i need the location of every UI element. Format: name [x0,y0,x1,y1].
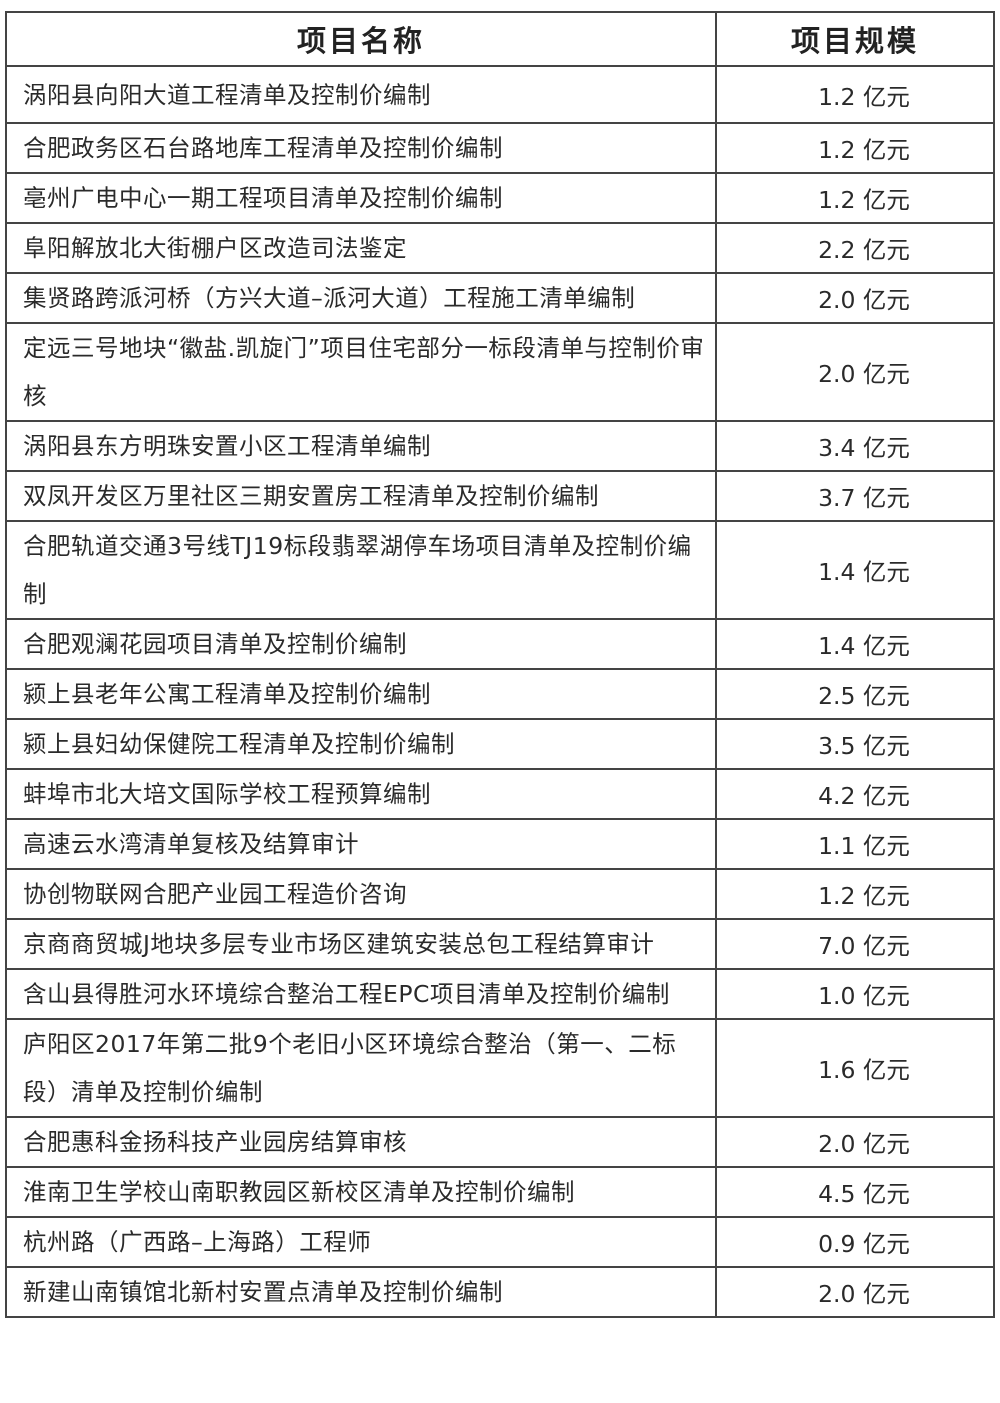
project-name-cell: 颍上县妇幼保健院工程清单及控制价编制 [5,718,717,770]
table-row: 双凤开发区万里社区三期安置房工程清单及控制价编制 3.7 亿元 [5,470,995,522]
project-scale-cell: 1.4 亿元 [715,618,995,670]
project-scale-cell: 1.2 亿元 [715,868,995,920]
table-row: 合肥惠科金扬科技产业园房结算审核 2.0 亿元 [5,1116,995,1168]
project-name-cell: 庐阳区2017年第二批9个老旧小区环境综合整治（第一、二标段）清单及控制价编制 [5,1018,717,1118]
table-row: 新建山南镇馆北新村安置点清单及控制价编制 2.0 亿元 [5,1266,995,1318]
table-row: 亳州广电中心一期工程项目清单及控制价编制 1.2 亿元 [5,172,995,224]
project-name-cell: 合肥轨道交通3号线TJ19标段翡翠湖停车场项目清单及控制价编制 [5,520,717,620]
project-name-cell: 含山县得胜河水环境综合整治工程EPC项目清单及控制价编制 [5,968,717,1020]
table-row: 含山县得胜河水环境综合整治工程EPC项目清单及控制价编制 1.0 亿元 [5,968,995,1020]
project-scale-cell: 1.4 亿元 [715,520,995,620]
table-row: 阜阳解放北大街棚户区改造司法鉴定 2.2 亿元 [5,222,995,274]
header-row: 项目名称 项目规模 [5,11,995,67]
table-row: 合肥轨道交通3号线TJ19标段翡翠湖停车场项目清单及控制价编制 1.4 亿元 [5,520,995,620]
project-scale-cell: 1.1 亿元 [715,818,995,870]
project-scale-cell: 1.6 亿元 [715,1018,995,1118]
project-table: 项目名称 项目规模 涡阳县向阳大道工程清单及控制价编制 1.2 亿元 合肥政务区石台… [5,11,995,1318]
project-name-cell: 京商商贸城J地块多层专业市场区建筑安装总包工程结算审计 [5,918,717,970]
project-name-cell: 涡阳县东方明珠安置小区工程清单编制 [5,420,717,472]
project-name-cell: 高速云水湾清单复核及结算审计 [5,818,717,870]
table-row: 庐阳区2017年第二批9个老旧小区环境综合整治（第一、二标段）清单及控制价编制 1… [5,1018,995,1118]
project-name-cell: 颍上县老年公寓工程清单及控制价编制 [5,668,717,720]
project-name-cell: 合肥政务区石台路地库工程清单及控制价编制 [5,122,717,174]
project-scale-cell: 0.9 亿元 [715,1216,995,1268]
project-name-cell: 双凤开发区万里社区三期安置房工程清单及控制价编制 [5,470,717,522]
project-scale-cell: 2.2 亿元 [715,222,995,274]
project-scale-cell: 2.0 亿元 [715,272,995,324]
project-name-cell: 淮南卫生学校山南职教园区新校区清单及控制价编制 [5,1166,717,1218]
project-name-cell: 合肥惠科金扬科技产业园房结算审核 [5,1116,717,1168]
table-row: 杭州路（广西路–上海路）工程师 0.9 亿元 [5,1216,995,1268]
project-name-cell: 亳州广电中心一期工程项目清单及控制价编制 [5,172,717,224]
header-project-name: 项目名称 [5,11,717,67]
project-scale-cell: 1.2 亿元 [715,122,995,174]
table-row: 协创物联网合肥产业园工程造价咨询 1.2 亿元 [5,868,995,920]
project-scale-cell: 1.0 亿元 [715,968,995,1020]
project-name-cell: 合肥观澜花园项目清单及控制价编制 [5,618,717,670]
table-row: 定远三号地块“徽盐.凯旋门”项目住宅部分一标段清单与控制价审核 2.0 亿元 [5,322,995,422]
project-scale-cell: 3.7 亿元 [715,470,995,522]
project-scale-cell: 2.0 亿元 [715,322,995,422]
table-row: 颍上县妇幼保健院工程清单及控制价编制 3.5 亿元 [5,718,995,770]
table-row: 合肥政务区石台路地库工程清单及控制价编制 1.2 亿元 [5,122,995,174]
project-name-cell: 阜阳解放北大街棚户区改造司法鉴定 [5,222,717,274]
table-row: 涡阳县东方明珠安置小区工程清单编制 3.4 亿元 [5,420,995,472]
project-scale-cell: 2.5 亿元 [715,668,995,720]
table-row: 合肥观澜花园项目清单及控制价编制 1.4 亿元 [5,618,995,670]
project-scale-cell: 2.0 亿元 [715,1116,995,1168]
project-name-cell: 新建山南镇馆北新村安置点清单及控制价编制 [5,1266,717,1318]
project-name-cell: 协创物联网合肥产业园工程造价咨询 [5,868,717,920]
project-scale-cell: 3.5 亿元 [715,718,995,770]
project-scale-cell: 1.2 亿元 [715,65,995,124]
project-scale-cell: 4.5 亿元 [715,1166,995,1218]
project-name-cell: 定远三号地块“徽盐.凯旋门”项目住宅部分一标段清单与控制价审核 [5,322,717,422]
header-project-scale: 项目规模 [715,11,995,67]
table-row: 蚌埠市北大培文国际学校工程预算编制 4.2 亿元 [5,768,995,820]
table-row: 淮南卫生学校山南职教园区新校区清单及控制价编制 4.5 亿元 [5,1166,995,1218]
project-name-cell: 杭州路（广西路–上海路）工程师 [5,1216,717,1268]
project-scale-cell: 2.0 亿元 [715,1266,995,1318]
project-scale-cell: 3.4 亿元 [715,420,995,472]
project-scale-cell: 7.0 亿元 [715,918,995,970]
table-row: 集贤路跨派河桥（方兴大道–派河大道）工程施工清单编制 2.0 亿元 [5,272,995,324]
table-row: 京商商贸城J地块多层专业市场区建筑安装总包工程结算审计 7.0 亿元 [5,918,995,970]
project-name-cell: 集贤路跨派河桥（方兴大道–派河大道）工程施工清单编制 [5,272,717,324]
project-name-cell: 涡阳县向阳大道工程清单及控制价编制 [5,65,717,124]
table-row: 高速云水湾清单复核及结算审计 1.1 亿元 [5,818,995,870]
project-scale-cell: 4.2 亿元 [715,768,995,820]
table-row: 颍上县老年公寓工程清单及控制价编制 2.5 亿元 [5,668,995,720]
project-scale-cell: 1.2 亿元 [715,172,995,224]
table-row: 涡阳县向阳大道工程清单及控制价编制 1.2 亿元 [5,65,995,124]
project-name-cell: 蚌埠市北大培文国际学校工程预算编制 [5,768,717,820]
